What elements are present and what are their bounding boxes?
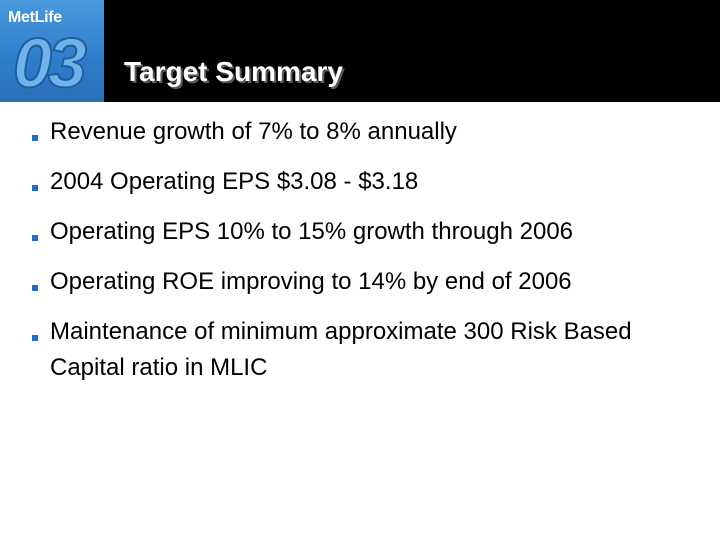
bullet-text: 2004 Operating EPS $3.08 - $3.18 [50,168,419,195]
logo-year-number: 03 [12,24,88,102]
bullet-list: Revenue growth of 7% to 8% annually 2004… [32,114,692,400]
header-band: MetLife 03 Target Summary [0,0,720,102]
bullet-text: Operating ROE improving to 14% by end of… [50,268,572,295]
square-bullet-icon [32,235,38,241]
square-bullet-icon [32,285,38,291]
bullet-text: Revenue growth of 7% to 8% annually [50,118,457,145]
square-bullet-icon [32,335,38,341]
metlife-logo: MetLife 03 [0,0,104,102]
bullet-item-risk-based-capital: Maintenance of minimum approximate 300 R… [32,314,692,386]
square-bullet-icon [32,135,38,141]
bullet-item-2004-eps: 2004 Operating EPS $3.08 - $3.18 [32,164,692,200]
bullet-text: Maintenance of minimum approximate 300 R… [50,318,632,381]
logo-wordmark: MetLife [8,9,62,26]
bullet-text: Operating EPS 10% to 15% growth through … [50,218,574,245]
square-bullet-icon [32,185,38,191]
slide-title: Target Summary [124,56,343,87]
bullet-item-eps-growth: Operating EPS 10% to 15% growth through … [32,214,692,250]
bullet-item-roe: Operating ROE improving to 14% by end of… [32,264,692,300]
bullet-item-revenue-growth: Revenue growth of 7% to 8% annually [32,114,692,150]
